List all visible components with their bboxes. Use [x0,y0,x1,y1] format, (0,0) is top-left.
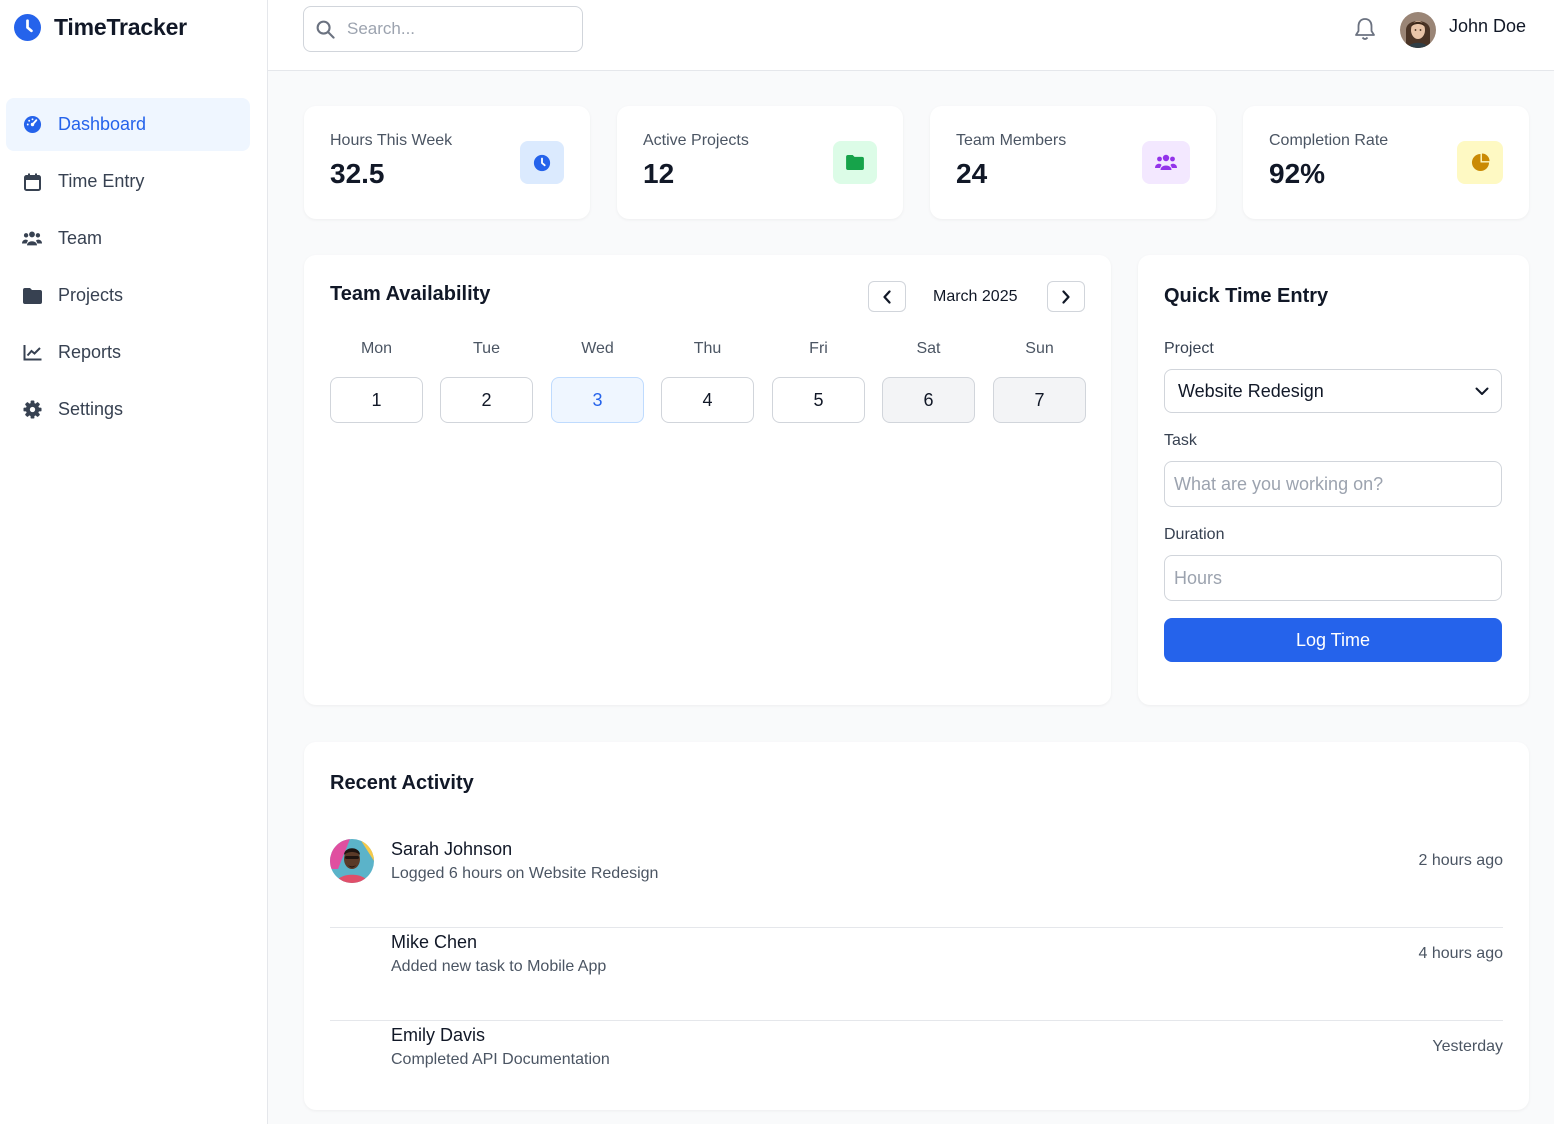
weekday-label: Wed [581,340,614,357]
stat-card-team: Team Members 24 [930,106,1216,219]
chevron-down-icon [1475,387,1489,395]
calendar-day[interactable]: 5 [772,377,865,423]
search-icon [316,20,335,39]
project-label: Project [1164,340,1214,357]
weekday-label: Mon [360,340,393,357]
sidebar-item-label: Dashboard [58,114,147,134]
duration-label: Duration [1164,526,1225,543]
activity-timestamp: 2 hours ago [1418,852,1503,869]
pie-chart-icon [1457,141,1503,184]
brand[interactable]: TimeTracker [14,14,187,41]
stat-value: 32.5 [330,158,385,189]
log-time-button[interactable]: Log Time [1164,618,1502,662]
recent-activity-panel: Recent Activity Sarah Johnson Logged 6 h… [304,742,1529,1110]
activity-user-name: Sarah Johnson [391,839,513,859]
sidebar-item-projects[interactable]: Projects [6,269,250,322]
clock-icon [520,141,564,184]
activity-user-name: Mike Chen [391,932,478,952]
sidebar-item-time-entry[interactable]: Time Entry [6,155,250,208]
calendar-day[interactable]: 2 [440,377,533,423]
next-month-button[interactable] [1047,281,1085,312]
stat-card-hours: Hours This Week 32.5 [304,106,590,219]
team-availability-panel: Team Availability March 2025 Mon Tue Wed… [304,255,1111,705]
calendar-day-today[interactable]: 3 [551,377,644,423]
app-name: TimeTracker [54,14,187,40]
current-month: March 2025 [933,288,1018,305]
calendar-day-weekend[interactable]: 6 [882,377,975,423]
stat-value: 12 [643,158,675,189]
line-chart-icon [22,343,42,363]
avatar [330,839,374,883]
sidebar-item-label: Team [58,228,103,248]
top-header: John Doe [268,0,1554,71]
duration-input[interactable] [1164,555,1502,601]
users-icon [22,229,42,249]
folder-icon [833,141,877,184]
panel-title: Quick Time Entry [1164,285,1329,307]
calendar-day-weekend[interactable]: 7 [993,377,1086,423]
calendar-icon [22,172,42,192]
weekday-label: Sun [1025,340,1054,357]
activity-description: Completed API Documentation [391,1051,610,1068]
quick-time-entry-panel: Quick Time Entry Project Website Redesig… [1138,255,1529,705]
bell-icon[interactable] [1354,17,1376,41]
activity-timestamp: 4 hours ago [1418,945,1503,962]
activity-description: Logged 6 hours on Website Redesign [391,865,659,882]
task-label: Task [1164,432,1197,449]
sidebar-item-reports[interactable]: Reports [6,326,250,379]
weekday-label: Fri [809,340,828,357]
task-input[interactable] [1164,461,1502,507]
activity-item[interactable]: Mike Chen Added new task to Mobile App 4… [330,928,1503,1021]
stat-label: Team Members [956,132,1067,149]
chevron-left-icon [883,289,891,304]
stat-label: Hours This Week [330,132,453,149]
project-select[interactable]: Website Redesign [1164,369,1502,413]
chevron-right-icon [1062,289,1070,304]
activity-item[interactable]: Emily Davis Completed API Documentation … [330,1021,1503,1114]
sidebar-item-settings[interactable]: Settings [6,383,250,436]
stat-value: 92% [1269,158,1326,189]
sidebar-item-label: Projects [58,285,124,305]
stat-value: 24 [956,158,988,189]
calendar-day[interactable]: 4 [661,377,754,423]
search-input[interactable] [347,19,567,39]
gauge-icon [22,115,42,135]
activity-item[interactable]: Sarah Johnson Logged 6 hours on Website … [330,835,1503,928]
panel-title: Recent Activity [330,772,474,794]
search-box[interactable] [303,6,583,52]
stat-card-projects: Active Projects 12 [617,106,903,219]
weekday-label: Thu [693,340,722,357]
sidebar-item-label: Time Entry [58,171,145,191]
sidebar-item-dashboard[interactable]: Dashboard [6,98,250,151]
activity-user-name: Emily Davis [391,1025,486,1045]
panel-title: Team Availability [330,283,491,305]
sidebar-nav: Dashboard Time Entry Team Projects Repor… [6,98,250,440]
sidebar: TimeTracker Dashboard Time Entry Team Pr… [0,0,268,1124]
folder-icon [22,286,42,306]
calendar-day[interactable]: 1 [330,377,423,423]
activity-timestamp: Yesterday [1432,1038,1503,1055]
sidebar-item-team[interactable]: Team [6,212,250,265]
weekday-label: Tue [473,340,500,357]
user-name[interactable]: John Doe [1449,16,1527,36]
clock-icon [14,14,41,41]
avatar[interactable] [1400,12,1436,48]
sidebar-item-label: Reports [58,342,122,362]
gear-icon [22,400,42,420]
users-icon [1142,141,1190,184]
activity-description: Added new task to Mobile App [391,958,607,975]
weekday-label: Sat [916,340,941,357]
prev-month-button[interactable] [868,281,906,312]
stat-card-completion: Completion Rate 92% [1243,106,1529,219]
sidebar-item-label: Settings [58,399,124,419]
project-select-value: Website Redesign [1178,380,1324,401]
stat-label: Active Projects [643,132,749,149]
stat-label: Completion Rate [1269,132,1389,149]
